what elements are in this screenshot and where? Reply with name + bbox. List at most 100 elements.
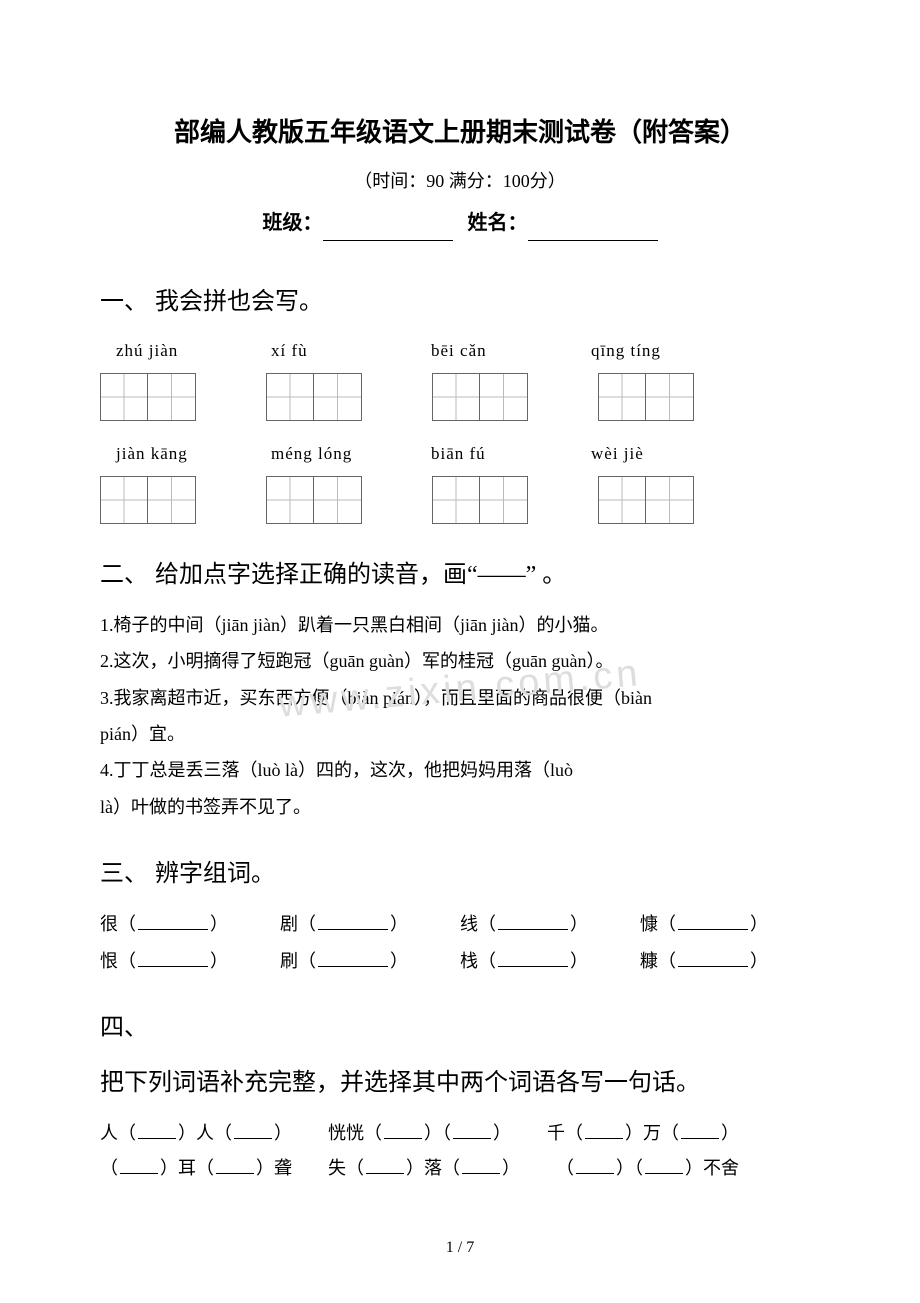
blank[interactable] [585, 1121, 623, 1139]
blank[interactable] [138, 912, 208, 930]
name-label: 姓名： [468, 212, 528, 234]
class-field[interactable] [323, 221, 453, 241]
q2-line-4b: là）叶做的书签弄不见了。 [100, 791, 820, 823]
blank[interactable] [678, 912, 748, 930]
pinyin: biān fú [431, 439, 591, 470]
q4-num: 四、 [100, 1007, 155, 1050]
q4-text: ）聋 [256, 1158, 292, 1178]
q4-text: ） [493, 1123, 511, 1143]
q3-word: 线（ [460, 914, 496, 934]
q3-title: 辨字组词。 [155, 861, 275, 887]
q1-heading: 一、我会拼也会写。 [100, 281, 820, 324]
q4-text: ） [721, 1123, 739, 1143]
q4-text: （ [100, 1158, 118, 1178]
paren-close: ） [750, 914, 768, 934]
q4-text: ） [502, 1158, 520, 1178]
pinyin: méng lóng [271, 439, 431, 470]
q3-num: 三、 [100, 853, 155, 896]
blank[interactable] [318, 949, 388, 967]
char-box-pair[interactable] [598, 476, 694, 524]
q4-text: ）不舍 [685, 1158, 739, 1178]
q4-row-1: 人（ ）人（ ） 恍恍（ ）（ ） 千（ ）万（ ） [100, 1117, 820, 1149]
q4-text: ）（ [616, 1158, 643, 1178]
q2-title: 给加点字选择正确的读音，画“——” 。 [155, 562, 566, 588]
q3-word: 糠（ [640, 951, 676, 971]
paren-close: ） [390, 914, 408, 934]
q4-text: ）落（ [406, 1158, 460, 1178]
pinyin: bēi cǎn [431, 336, 591, 367]
q3-word: 慷（ [640, 914, 676, 934]
q4-text: ） [274, 1123, 292, 1143]
blank[interactable] [678, 949, 748, 967]
pinyin: jiàn kāng [116, 439, 271, 470]
blank[interactable] [318, 912, 388, 930]
q3-word: 恨（ [100, 951, 136, 971]
info-line: 班级： 姓名： [100, 205, 820, 241]
blank[interactable] [681, 1121, 719, 1139]
q4-text: 恍恍（ [328, 1123, 382, 1143]
q4-text: （ [556, 1158, 574, 1178]
paren-close: ） [570, 951, 588, 971]
blank[interactable] [498, 949, 568, 967]
q3-word: 剧（ [280, 914, 316, 934]
q1-box-row-2 [100, 476, 820, 524]
char-box-pair[interactable] [432, 373, 528, 421]
q4-text: 人（ [100, 1123, 136, 1143]
q4-text: ）人（ [178, 1123, 232, 1143]
q3-row-1: 很（） 剧（） 线（） 慷（） [100, 908, 820, 940]
q4-heading: 四、 [100, 1007, 820, 1050]
q4-text: ）耳（ [160, 1158, 214, 1178]
blank[interactable] [384, 1121, 422, 1139]
pinyin: wèi jiè [591, 439, 731, 470]
char-box-pair[interactable] [598, 373, 694, 421]
q4-text: 千（ [547, 1123, 583, 1143]
blank[interactable] [498, 912, 568, 930]
q1-pinyin-row-1: zhú jiàn xí fù bēi cǎn qīng tíng [100, 336, 820, 367]
q2-line-2: 2.这次，小明摘得了短跑冠（guān guàn）军的桂冠（guān guàn）。 [100, 645, 820, 677]
paren-close: ） [390, 951, 408, 971]
q4-text: 失（ [328, 1158, 364, 1178]
blank[interactable] [576, 1156, 614, 1174]
q1-title: 我会拼也会写。 [155, 289, 323, 315]
q2-num: 二、 [100, 554, 155, 597]
paren-close: ） [750, 951, 768, 971]
pinyin: zhú jiàn [116, 336, 271, 367]
q2-heading: 二、给加点字选择正确的读音，画“——” 。 [100, 554, 820, 597]
doc-subtitle: （时间：90 满分：100分） [100, 165, 820, 197]
blank[interactable] [138, 1121, 176, 1139]
q3-row-2: 恨（ ） 刷（ ） 栈（ ） 糠（ ） [100, 945, 820, 977]
blank[interactable] [453, 1121, 491, 1139]
paren-close: ） [210, 914, 228, 934]
paren-close: ） [210, 951, 228, 971]
q2-line-4a: 4.丁丁总是丢三落（luò là）四的，这次，他把妈妈用落（luò [100, 754, 820, 786]
q4-text: ）（ [424, 1123, 451, 1143]
pinyin: xí fù [271, 336, 431, 367]
q4-text: ）万（ [625, 1123, 679, 1143]
blank[interactable] [216, 1156, 254, 1174]
char-box-pair[interactable] [266, 373, 362, 421]
blank[interactable] [366, 1156, 404, 1174]
char-box-pair[interactable] [432, 476, 528, 524]
class-label: 班级： [263, 212, 323, 234]
q1-num: 一、 [100, 281, 155, 324]
blank[interactable] [138, 949, 208, 967]
q1-pinyin-row-2: jiàn kāng méng lóng biān fú wèi jiè [100, 439, 820, 470]
page-number: 1 / 7 [100, 1234, 820, 1263]
blank[interactable] [462, 1156, 500, 1174]
q3-word: 刷（ [280, 951, 316, 971]
blank[interactable] [234, 1121, 272, 1139]
q1-box-row-1 [100, 373, 820, 421]
q3-word: 栈（ [460, 951, 496, 971]
pinyin: qīng tíng [591, 336, 731, 367]
blank[interactable] [645, 1156, 683, 1174]
q4-title: 把下列词语补充完整，并选择其中两个词语各写一句话。 [100, 1062, 820, 1105]
char-box-pair[interactable] [100, 373, 196, 421]
q3-word: 很（ [100, 914, 136, 934]
name-field[interactable] [528, 221, 658, 241]
q4-row-2: （ ）耳（ ）聋 失（ ）落（ ） （ ）（ ）不舍 [100, 1152, 820, 1184]
q2-line-3b: pián）宜。 [100, 718, 820, 750]
blank[interactable] [120, 1156, 158, 1174]
char-box-pair[interactable] [266, 476, 362, 524]
q2-line-1: 1.椅子的中间（jiān jiàn）趴着一只黑白相间（jiān jiàn）的小猫… [100, 609, 820, 641]
char-box-pair[interactable] [100, 476, 196, 524]
